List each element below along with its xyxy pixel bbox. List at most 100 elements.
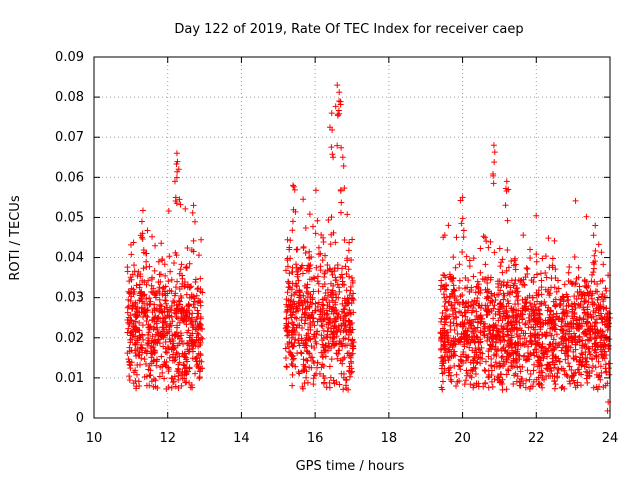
data-point [503,308,510,315]
data-point [592,364,599,371]
data-point [317,263,324,270]
data-point [299,325,306,332]
data-point [304,357,311,364]
data-point [487,238,494,245]
data-point [285,278,292,285]
data-point [326,305,333,312]
data-point [292,363,299,370]
data-point [551,378,558,385]
data-point [557,297,564,304]
data-point [441,345,448,352]
data-point [556,358,563,365]
data-point [177,201,184,208]
data-point [538,347,545,354]
data-point [512,266,519,273]
data-point [134,346,141,353]
data-point [325,292,332,299]
data-point [543,373,550,380]
data-point [166,314,173,321]
data-point [536,301,543,308]
data-point [591,347,598,354]
data-point [513,318,520,325]
data-point [453,234,460,241]
data-point [555,285,562,292]
data-point [461,303,468,310]
data-point [470,384,477,391]
data-point [509,347,516,354]
data-point [504,314,511,321]
data-point [479,350,486,357]
data-point [459,299,466,306]
data-point [312,230,319,237]
data-point [137,271,144,278]
data-point [565,337,572,344]
data-point [311,372,318,379]
data-point [542,253,549,260]
data-point [177,293,184,300]
data-point [504,331,511,338]
data-point [572,280,579,287]
data-point [546,311,553,318]
data-point [511,372,518,379]
data-point [197,288,204,295]
data-point [349,279,356,286]
data-point [184,358,191,365]
data-point [144,348,151,355]
data-point [183,321,190,328]
data-point [316,370,323,377]
data-point [289,218,296,225]
data-point [136,319,143,326]
data-point [288,351,295,358]
data-point [303,267,310,274]
data-point [441,321,448,328]
data-point [162,297,169,304]
data-point [571,311,578,318]
data-point [165,364,172,371]
data-point [154,326,161,333]
data-point [126,373,133,380]
data-point [446,346,453,353]
data-point [522,274,529,281]
data-point [127,339,134,346]
data-point [477,269,484,276]
data-point [561,385,568,392]
data-point [188,314,195,321]
data-point [293,282,300,289]
data-point [533,307,540,314]
data-point [463,357,470,364]
data-point [303,374,310,381]
data-point [181,352,188,359]
data-point [599,341,606,348]
data-point [481,366,488,373]
data-point [140,249,147,256]
data-point [133,339,140,346]
data-point [157,271,164,278]
data-point [156,306,163,313]
data-point [192,318,199,325]
data-point [343,271,350,278]
data-point [157,315,164,322]
data-point [347,287,354,294]
data-point [499,256,506,263]
data-point [450,338,457,345]
data-point [477,329,484,336]
data-point [562,310,569,317]
data-point [296,287,303,294]
data-point [577,322,584,329]
data-point [455,362,462,369]
data-point [558,323,565,330]
data-point [594,386,601,393]
data-point [583,368,590,375]
data-point [606,371,613,378]
data-point [315,299,322,306]
data-point [311,331,318,338]
data-point [553,288,560,295]
data-point [584,310,591,317]
data-point [145,335,152,342]
data-point [512,301,519,308]
data-point [499,336,506,343]
data-point [590,384,597,391]
data-point [456,261,463,268]
data-point [597,376,604,383]
data-point [145,329,152,336]
